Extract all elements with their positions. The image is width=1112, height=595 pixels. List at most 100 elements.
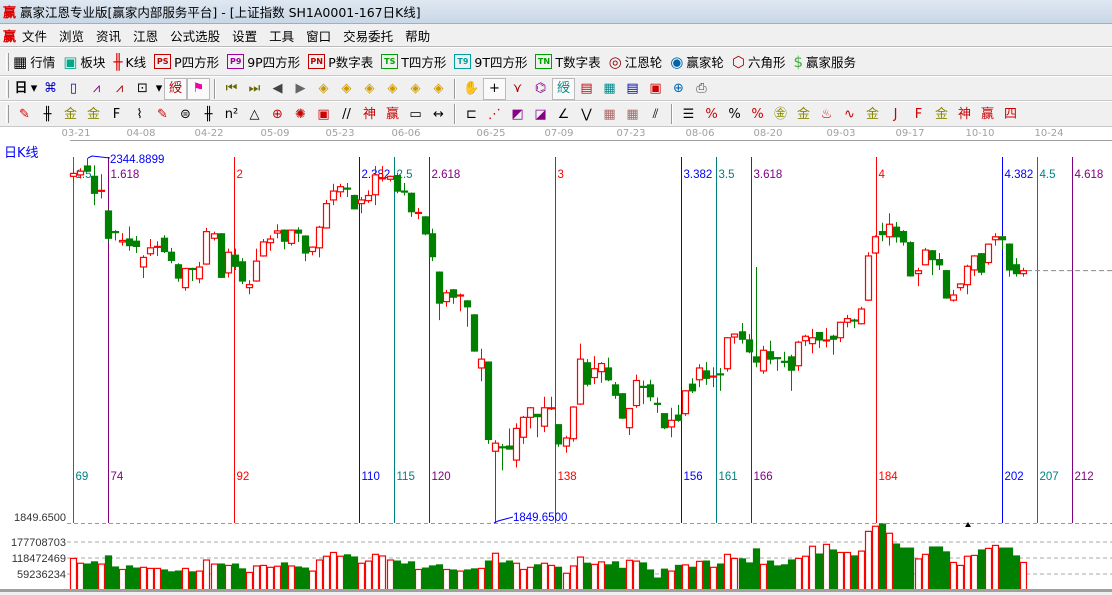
j-angle-icon[interactable]: J — [893, 106, 898, 122]
magnet-icon[interactable]: ⌬ — [534, 81, 547, 96]
toolbar-button[interactable]: ⬡ 六角形 — [732, 52, 786, 71]
toolbar-button[interactable]: ◉ 赢家轮 — [670, 52, 724, 71]
wave9-icon[interactable]: ⩘ — [115, 81, 124, 96]
crosshair-icon[interactable]: + — [483, 77, 506, 100]
ying-angle-icon[interactable]: 赢 — [980, 106, 994, 122]
clipboard-icon[interactable]: ▯ — [69, 81, 78, 96]
sine-wave-icon[interactable]: ∿ — [844, 106, 855, 122]
shen-icon[interactable]: 神 — [362, 106, 376, 122]
target-icon[interactable]: ⊕ — [272, 106, 283, 122]
toolbar-button[interactable]: PN P数字表 — [308, 52, 373, 71]
scroll-left-icon[interactable]: ◀ — [272, 81, 283, 96]
calendar-icon[interactable]: ▤ — [580, 81, 593, 96]
hand-icon[interactable]: ✋ — [463, 81, 480, 96]
shrink-horizontal-icon[interactable]: ◈ — [387, 81, 398, 96]
gold-lines-icon[interactable]: 金 — [63, 106, 77, 122]
notes-icon[interactable]: ▤ — [626, 81, 639, 96]
toolbar-button[interactable]: TN T数字表 — [535, 52, 601, 71]
grid-box-2-icon[interactable]: ▦ — [626, 106, 639, 122]
flame-icon[interactable]: ♨ — [820, 106, 833, 122]
toolbar-grip[interactable] — [6, 79, 9, 98]
menu-item[interactable]: 窗口 — [306, 28, 332, 44]
menu-item[interactable]: 公式选股 — [170, 28, 221, 44]
gold-angle-icon[interactable]: 金 — [934, 106, 948, 122]
box-select-icon[interactable]: ⊏ — [466, 106, 477, 122]
f-angle-icon[interactable]: F — [914, 106, 923, 122]
vertical-lines-icon[interactable]: ╫ — [204, 106, 213, 122]
shen-angle-icon[interactable]: 神 — [957, 106, 971, 122]
ying-icon[interactable]: 赢 — [385, 106, 399, 122]
network-globe-icon[interactable]: ⊕ — [673, 81, 684, 96]
menu-item[interactable]: 江恩 — [133, 28, 159, 44]
toolbar-button[interactable]: $ 赢家服务 — [793, 52, 856, 71]
menu-item[interactable]: 设置 — [232, 28, 258, 44]
calculator-icon[interactable]: ▦ — [603, 81, 616, 96]
fan-lines-icon[interactable]: ⋰ — [488, 106, 501, 122]
percent-line-icon[interactable]: % — [705, 106, 718, 122]
move-right-icon[interactable]: ◈ — [341, 81, 352, 96]
gann-pattern-icon[interactable]: 綬 — [552, 77, 575, 100]
toolbar-grip[interactable] — [6, 52, 9, 71]
toolbar-button[interactable]: PS P四方形 — [154, 52, 219, 71]
candle-type-icon[interactable]: ⊡ — [137, 81, 148, 96]
gold-box-icon[interactable]: 金 — [865, 106, 879, 122]
angle-icon[interactable]: ∠ — [557, 106, 570, 122]
flag-pressed-icon[interactable]: ⚑ — [187, 77, 210, 100]
width-measure-icon[interactable]: ↔ — [433, 106, 444, 122]
menu-item[interactable]: 交易委托 — [343, 28, 394, 44]
menu-item[interactable]: 帮助 — [405, 28, 431, 44]
si-angle-icon[interactable]: 四 — [1003, 106, 1017, 122]
toolbar-button[interactable]: ╫ K线 — [113, 52, 146, 71]
toolbar-button[interactable]: ▦ 行情 — [13, 52, 55, 71]
line-point-icon[interactable]: ⋎ — [512, 81, 523, 96]
menu-item[interactable]: 资讯 — [96, 28, 122, 44]
toolbar-button[interactable]: P9 9P四方形 — [227, 52, 300, 71]
parallel-diagonal-icon[interactable]: ⫽ — [652, 106, 659, 122]
print-icon[interactable]: ⎙ — [696, 81, 707, 96]
expand-vertical-icon[interactable]: ◈ — [433, 81, 444, 96]
kline-chart[interactable]: 1849.6500177708703118472469592362341.569… — [0, 142, 1112, 592]
first-bar-icon[interactable]: ⏮ — [225, 81, 238, 96]
pen-icon[interactable]: ✎ — [19, 106, 30, 122]
radar-icon[interactable]: ✺ — [295, 106, 306, 122]
circle-lines-icon[interactable]: ⊜ — [180, 106, 191, 122]
gold-levels-icon[interactable]: 金 — [796, 106, 810, 122]
zigzag-icon[interactable]: ⋁ — [581, 106, 592, 122]
candle-type-dropdown-icon[interactable]: ▾ — [155, 81, 163, 96]
pen-eraser-icon[interactable]: ✎ — [157, 106, 168, 122]
menu-item[interactable]: 工具 — [269, 28, 295, 44]
network-icon[interactable]: ⌘ — [44, 81, 57, 96]
parallel-lines-icon[interactable]: ╫ — [43, 106, 52, 122]
toolbar-button[interactable]: ◎ 江恩轮 — [609, 52, 663, 71]
gold-lines-2-icon[interactable]: 金 — [86, 106, 100, 122]
kline-chart-svg[interactable]: 1849.6500177708703118472469592362341.569… — [0, 142, 1112, 592]
ladder-icon[interactable]: ☰ — [682, 106, 695, 122]
expand-all-icon[interactable]: ◈ — [410, 81, 421, 96]
scroll-right-icon[interactable]: ▶ — [295, 81, 306, 96]
fibonacci-lines-icon[interactable]: F — [112, 106, 121, 122]
ruler-icon[interactable]: ▭ — [409, 106, 422, 122]
last-bar-icon[interactable]: ⏭ — [248, 81, 261, 96]
move-left-icon[interactable]: ◈ — [318, 81, 329, 96]
toolbar-button[interactable]: TS T四方形 — [381, 52, 446, 71]
wave3-icon[interactable]: ⩘ — [92, 81, 101, 96]
period-dropdown-icon[interactable]: ▾ — [30, 81, 38, 96]
gold-circle-icon[interactable]: ㊎ — [773, 106, 787, 122]
period-selector[interactable]: 日 — [14, 81, 28, 96]
menu-item[interactable]: 浏览 — [59, 28, 85, 44]
square-target-icon[interactable]: ▣ — [317, 106, 330, 122]
gann-pressed-icon[interactable]: 綬 — [164, 77, 187, 100]
spiral-icon[interactable]: ⌇ — [136, 106, 143, 122]
n-squared-icon[interactable]: n² — [224, 106, 239, 122]
menu-item[interactable]: 文件 — [22, 28, 48, 44]
grid-box-icon[interactable]: ▦ — [603, 106, 616, 122]
toolbar-button[interactable]: ▣ 板块 — [63, 52, 105, 71]
expand-horizontal-icon[interactable]: ◈ — [364, 81, 375, 96]
tilted-lines-icon[interactable]: // — [342, 106, 351, 122]
percent-icon[interactable]: % — [728, 106, 741, 122]
percent-levels-icon[interactable]: % — [751, 106, 764, 122]
save-icon[interactable]: ▣ — [649, 81, 662, 96]
toolbar-button[interactable]: T9 9T四方形 — [454, 52, 527, 71]
toolbar-grip[interactable] — [6, 105, 9, 123]
square-fan-2-icon[interactable]: ◪ — [534, 106, 547, 122]
